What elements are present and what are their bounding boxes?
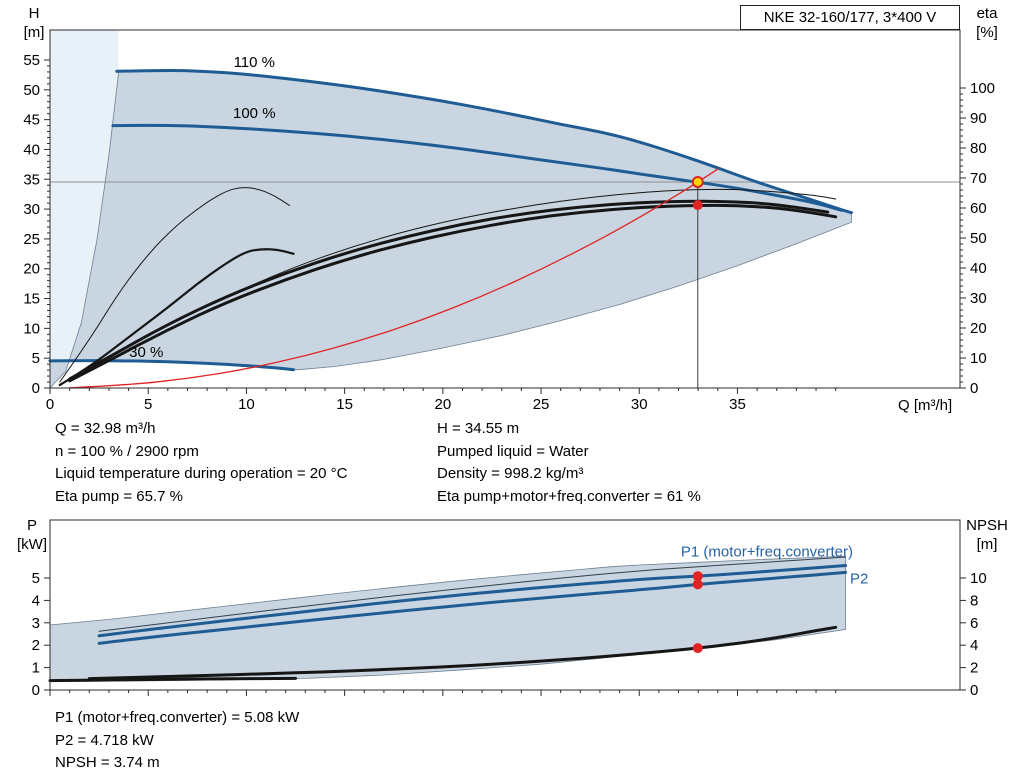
right-tick-label: 2 bbox=[970, 660, 978, 677]
left-tick-label: 15 bbox=[23, 291, 40, 308]
left-tick-label: 5 bbox=[32, 570, 40, 587]
power-info-block: P1 (motor+freq.converter) = 5.08 kW P2 =… bbox=[55, 707, 299, 775]
x-tick-label: 15 bbox=[336, 396, 353, 413]
left-tick-label: 0 bbox=[32, 380, 40, 397]
right-tick-label: 70 bbox=[970, 170, 987, 187]
left-tick-label: 30 bbox=[23, 201, 40, 218]
eta-pump-motor bbox=[68, 199, 830, 381]
left-tick-label: 25 bbox=[23, 231, 40, 248]
left-tick-label: 5 bbox=[32, 350, 40, 367]
q-axis-title: Q [m³/h] bbox=[898, 397, 953, 414]
left-tick-label: 3 bbox=[32, 615, 40, 632]
h-axis-title: H [m] bbox=[16, 4, 52, 42]
affinity-parabola bbox=[68, 168, 719, 389]
eta-curve-reduced-thin bbox=[59, 187, 291, 383]
x-tick-label: 35 bbox=[729, 396, 746, 413]
x-tick-label: 0 bbox=[46, 396, 54, 413]
duty-point bbox=[691, 175, 704, 188]
curve-label: P1 (motor+freq.converter) bbox=[681, 544, 853, 561]
min-flow-region bbox=[50, 30, 119, 388]
power-envelope bbox=[49, 555, 846, 682]
right-tick-label: 0 bbox=[970, 380, 978, 397]
right-tick-label: 10 bbox=[970, 350, 987, 367]
pump-title-box: NKE 32-160/177, 3*400 V bbox=[740, 5, 960, 30]
eta-curve-reduced-mid bbox=[58, 248, 295, 387]
npsh-axis-title-unit: [m] bbox=[976, 536, 998, 553]
eta-axis-title-symbol: eta bbox=[976, 5, 998, 22]
x-tick-label: 10 bbox=[238, 396, 255, 413]
info-p1: P1 (motor+freq.converter) = 5.08 kW bbox=[55, 709, 300, 726]
h-axis-title-unit: [m] bbox=[23, 24, 45, 41]
p-axis-title-symbol: P bbox=[26, 517, 37, 534]
info-flow: Q = 32.98 m³/h bbox=[55, 420, 156, 437]
p2-curve bbox=[97, 570, 847, 645]
power-30pct bbox=[48, 676, 297, 683]
info-density: Density = 998.2 kg/m³ bbox=[437, 465, 584, 482]
left-tick-label: 45 bbox=[23, 112, 40, 129]
eta-axis-title: eta [%] bbox=[962, 4, 1012, 42]
curve-label: 100 % bbox=[233, 105, 276, 122]
x-tick-label: 30 bbox=[631, 396, 648, 413]
info-p2: P2 = 4.718 kW bbox=[55, 731, 154, 749]
info-head: H = 34.55 m bbox=[437, 420, 520, 437]
left-tick-label: 10 bbox=[23, 320, 40, 337]
left-tick-label: 0 bbox=[32, 682, 40, 699]
right-tick-label: 40 bbox=[970, 260, 987, 277]
right-tick-label: 20 bbox=[970, 320, 987, 337]
left-tick-label: 50 bbox=[23, 82, 40, 99]
right-tick-label: 60 bbox=[970, 200, 987, 217]
power-npsh-chart-frame bbox=[49, 519, 961, 691]
left-tick-label: 55 bbox=[23, 52, 40, 69]
right-tick-label: 50 bbox=[970, 230, 987, 247]
p2-point bbox=[692, 579, 703, 590]
right-tick-label: 80 bbox=[970, 140, 987, 157]
eta-total-point bbox=[692, 200, 703, 211]
p1-curve bbox=[97, 564, 847, 638]
info-speed: n = 100 % / 2900 rpm bbox=[55, 442, 199, 460]
power-110pct-thin bbox=[98, 556, 846, 632]
right-tick-label: 6 bbox=[970, 615, 978, 632]
left-tick-label: 1 bbox=[32, 660, 40, 677]
h-axis-title-symbol: H bbox=[28, 5, 40, 22]
right-tick-label: 30 bbox=[970, 290, 987, 307]
duty-info-column-1: Q = 32.98 m³/h n = 100 % / 2900 rpm Liqu… bbox=[55, 418, 347, 508]
curve-100pct bbox=[111, 123, 844, 212]
left-tick-label: 35 bbox=[23, 171, 40, 188]
eta-axis-title-unit: [%] bbox=[976, 24, 998, 41]
curve-label: 110 % bbox=[234, 54, 275, 71]
operating-envelope bbox=[49, 69, 852, 390]
x-tick-label: 5 bbox=[144, 396, 152, 413]
npsh-curve bbox=[87, 625, 838, 681]
left-tick-label: 2 bbox=[32, 637, 40, 654]
right-tick-label: 90 bbox=[970, 110, 987, 127]
curve-110pct bbox=[115, 69, 853, 215]
npsh-point bbox=[692, 643, 703, 654]
info-liquid-temperature: Liquid temperature during operation = 20… bbox=[55, 465, 348, 482]
right-tick-label: 10 bbox=[970, 570, 987, 587]
right-tick-label: 4 bbox=[970, 637, 978, 654]
eta-pump-motor-freq bbox=[68, 203, 838, 383]
p-axis-title: P [kW] bbox=[8, 516, 56, 554]
left-tick-label: 40 bbox=[23, 141, 40, 158]
right-tick-label: 0 bbox=[970, 682, 978, 699]
right-tick-label: 8 bbox=[970, 592, 978, 609]
p1-point bbox=[692, 571, 703, 582]
curve-label: P2 bbox=[850, 571, 868, 588]
x-tick-label: 25 bbox=[533, 396, 550, 413]
p-axis-title-unit: [kW] bbox=[17, 536, 47, 553]
info-eta-total: Eta pump+motor+freq.converter = 61 % bbox=[437, 487, 701, 505]
info-npsh: NPSH = 3.74 m bbox=[55, 754, 160, 771]
x-tick-label: 20 bbox=[434, 396, 451, 413]
info-eta-pump: Eta pump = 65.7 % bbox=[55, 487, 183, 505]
left-tick-label: 20 bbox=[23, 261, 40, 278]
left-tick-label: 4 bbox=[32, 592, 40, 609]
duty-info-column-2: H = 34.55 m Pumped liquid = Water Densit… bbox=[437, 418, 701, 508]
npsh-axis-title: NPSH [m] bbox=[956, 516, 1018, 554]
npsh-axis-title-symbol: NPSH bbox=[966, 517, 1008, 534]
info-pumped-liquid: Pumped liquid = Water bbox=[437, 442, 589, 460]
right-tick-label: 100 bbox=[970, 80, 995, 97]
curve-label: 30 % bbox=[129, 344, 163, 361]
